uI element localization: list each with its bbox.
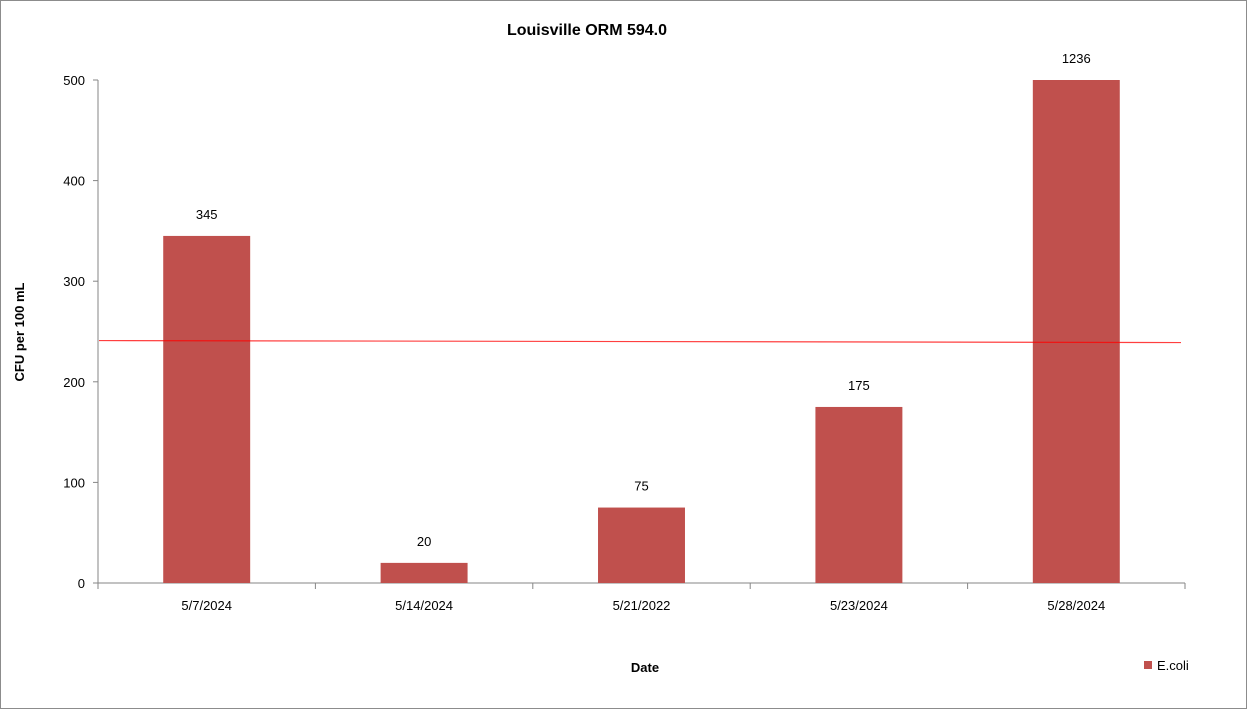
bar: [1032, 80, 1120, 583]
x-tick-label: 5/21/2022: [613, 598, 671, 613]
data-label: 75: [634, 479, 648, 494]
y-tick-label: 500: [63, 73, 85, 88]
data-label: 175: [848, 378, 870, 393]
legend: E.coli: [1144, 658, 1189, 673]
data-label: 20: [417, 534, 431, 549]
chart-title: Louisville ORM 594.0: [507, 22, 667, 39]
legend-label-ecoli: E.coli: [1157, 658, 1189, 673]
bars: [163, 80, 1120, 583]
bar: [380, 562, 468, 583]
x-tick-label: 5/28/2024: [1047, 598, 1105, 613]
bar: [815, 406, 903, 583]
y-tick-label: 300: [63, 274, 85, 289]
y-axis-title: CFU per 100 mL: [12, 282, 27, 381]
data-label: 1236: [1062, 51, 1091, 66]
reference-line-path: [98, 339, 1182, 344]
y-tick-label: 0: [78, 576, 85, 591]
data-labels: 345 20 75 175 1236: [196, 51, 1091, 549]
y-tick-label: 400: [63, 174, 85, 189]
y-tick-label: 200: [63, 375, 85, 390]
y-tick-label: 100: [63, 475, 85, 490]
x-tick-label: 5/14/2024: [395, 598, 453, 613]
legend-swatch-ecoli: [1144, 661, 1152, 669]
bar: [598, 507, 685, 583]
reference-line: [98, 339, 1182, 344]
x-tick-label: 5/7/2024: [181, 598, 232, 613]
x-tick-label: 5/23/2024: [830, 598, 888, 613]
data-label: 345: [196, 207, 218, 222]
axes: 0 100 200 300 400 500 5/7/2024 5/14/2024 5/21/20…: [63, 73, 1186, 613]
x-axis-title: Date: [631, 660, 659, 675]
bar: [163, 235, 251, 583]
